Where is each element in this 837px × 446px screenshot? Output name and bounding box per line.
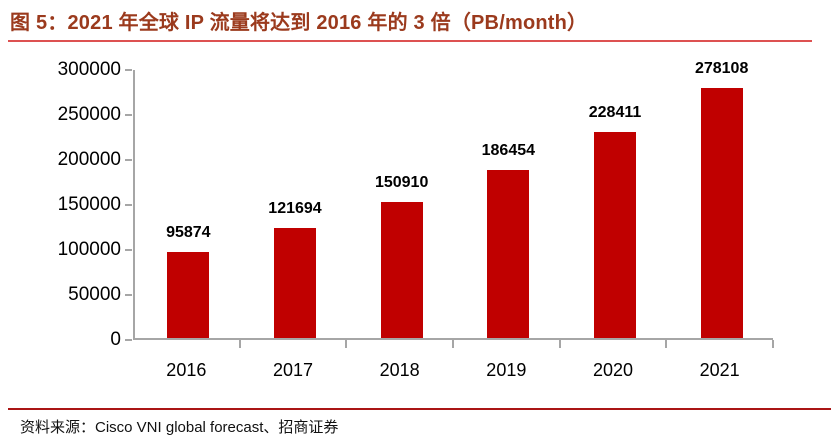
x-axis-labels: 2016 2017 2018 2019 2020 2021 [133,358,773,384]
bar-2018 [380,202,423,338]
y-axis-label: 300000 [57,59,121,80]
y-tick-mark [125,339,132,341]
bar-value-label: 95874 [166,223,211,241]
y-tick-mark [125,204,132,206]
x-tick-mark [238,340,241,348]
bar-value-label: 150910 [374,174,429,192]
x-axis-label: 2016 [166,360,207,380]
x-tick-mark [452,340,454,348]
x-tick-mark [345,340,348,348]
y-axis-label: 250000 [57,104,121,125]
bar-2017 [274,228,316,338]
chart-title: 图 5：2021 年全球 IP 流量将达到 2016 年的 3 倍（PB/mon… [10,12,588,34]
y-tick-mark [125,114,132,116]
bar-value-label: 278108 [694,59,749,77]
x-axis-label: 2019 [486,360,527,380]
x-tick-mark [772,340,774,348]
y-tick-mark [125,69,132,71]
plot-area: 95874 121694 150910 186454 228411 278108 [133,60,773,340]
source-divider [8,408,831,410]
title-underline [8,40,812,42]
bar-value-label: 121694 [268,200,322,218]
y-axis-label: 0 [110,329,121,350]
x-axis-label: 2021 [699,360,740,380]
y-tick-mark [125,249,132,251]
bar-2019 [487,170,530,338]
x-tick-mark [558,340,561,348]
bar-2020 [594,132,636,338]
y-axis-labels: 300000 250000 200000 150000 100000 50000 0 [0,60,121,350]
x-axis-label: 2020 [592,360,634,380]
bar-2016 [167,251,210,338]
y-axis-label: 150000 [57,194,121,215]
bar-2021 [700,87,743,338]
y-tick-mark [125,294,132,296]
y-tick-mark [125,159,132,161]
y-axis-label: 50000 [68,284,121,305]
x-tick-mark [665,340,668,348]
x-axis-label: 2018 [379,360,420,380]
bar-value-label: 228411 [588,104,642,122]
x-axis-label: 2017 [272,360,314,380]
y-axis-label: 100000 [57,239,121,260]
bar-value-label: 186454 [481,142,536,160]
y-axis-label: 200000 [57,149,121,170]
source-note: 资料来源：Cisco VNI global forecast、招商证券 [20,419,339,436]
